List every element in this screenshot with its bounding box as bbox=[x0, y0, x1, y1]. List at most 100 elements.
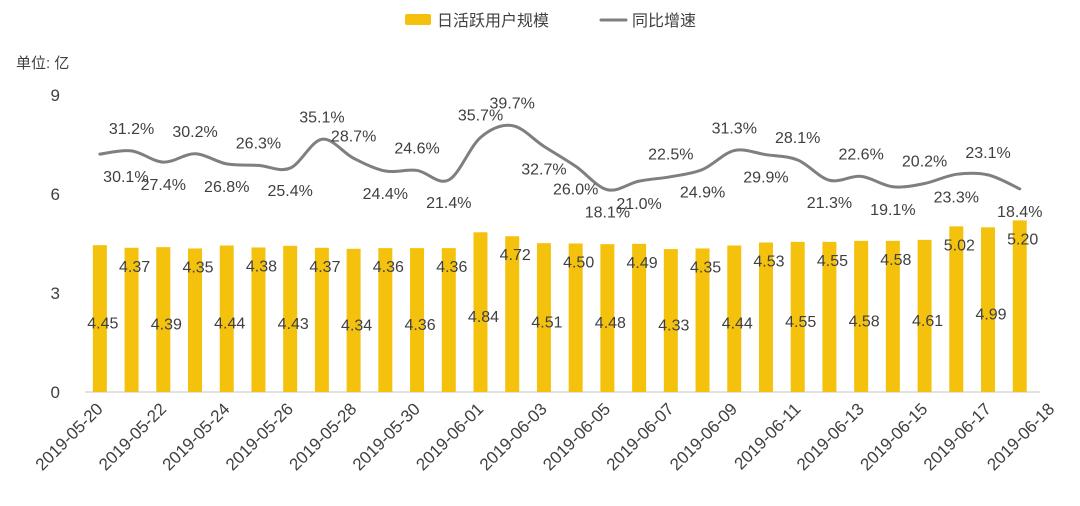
dau-bar bbox=[92, 245, 107, 392]
x-tick-label: 2019-06-07 bbox=[603, 399, 678, 474]
dau-bar bbox=[441, 248, 456, 392]
yoy-value-label: 29.9% bbox=[743, 170, 788, 187]
dau-bar bbox=[632, 243, 647, 392]
dau-bar bbox=[758, 242, 773, 392]
yoy-value-label: 30.1% bbox=[103, 169, 148, 186]
yoy-value-label: 26.3% bbox=[236, 135, 281, 152]
dau-value-label: 4.35 bbox=[182, 259, 213, 276]
x-tick-label: 2019-06-15 bbox=[856, 399, 931, 474]
y-tick-label: 3 bbox=[51, 284, 60, 303]
dau-value-label: 4.38 bbox=[246, 258, 277, 275]
x-tick-label: 2019-05-26 bbox=[222, 399, 297, 474]
dau-value-label: 4.51 bbox=[531, 315, 562, 332]
dau-value-label: 4.37 bbox=[119, 259, 150, 276]
yoy-value-label: 24.6% bbox=[394, 140, 439, 157]
dau-value-label: 4.33 bbox=[658, 318, 689, 335]
dau-value-label: 4.45 bbox=[87, 316, 118, 333]
yoy-value-label: 23.1% bbox=[965, 145, 1010, 162]
dau-bar bbox=[822, 241, 837, 392]
dau-bar bbox=[505, 236, 520, 392]
yoy-value-label: 18.1% bbox=[585, 205, 630, 222]
dau-value-label: 4.34 bbox=[341, 317, 372, 334]
dau-value-labels: 4.45 4.37 4.39 4.35 4.44 4.38 4.43 4.37 4.34 4.36… bbox=[87, 231, 1038, 334]
dau-bar bbox=[378, 248, 393, 392]
dau-value-label: 4.55 bbox=[817, 253, 848, 270]
yoy-value-label: 25.4% bbox=[267, 183, 312, 200]
dau-bar bbox=[251, 247, 266, 392]
dau-bar bbox=[949, 226, 964, 392]
dau-value-label: 4.58 bbox=[880, 252, 911, 269]
dau-value-label: 4.72 bbox=[500, 247, 531, 264]
dau-value-label: 4.37 bbox=[309, 259, 340, 276]
legend-item-dau: 日活跃用户规模 bbox=[405, 12, 549, 30]
x-tick-label: 2019-06-13 bbox=[793, 399, 868, 474]
dau-value-label: 4.43 bbox=[278, 316, 309, 333]
dau-bar bbox=[917, 239, 932, 392]
dau-value-label: 4.44 bbox=[722, 316, 753, 333]
dau-value-label: 5.20 bbox=[1007, 231, 1038, 248]
dau-bar bbox=[568, 243, 583, 392]
dau-bar bbox=[473, 232, 488, 392]
yoy-value-label: 20.2% bbox=[902, 154, 947, 171]
yoy-value-label: 22.6% bbox=[838, 146, 883, 163]
yoy-value-labels: 30.1% 31.2% 27.4% 30.2% 26.8% 26.3% 25.4% 35.1%… bbox=[103, 96, 1042, 222]
yoy-value-label: 30.2% bbox=[172, 124, 217, 141]
y-tick-label: 9 bbox=[51, 86, 60, 105]
yoy-value-label: 21.0% bbox=[616, 196, 661, 213]
dau-bar bbox=[695, 248, 710, 392]
x-tick-label: 2019-06-09 bbox=[666, 399, 741, 474]
x-tick-label: 2019-05-30 bbox=[349, 399, 424, 474]
yoy-value-label: 21.4% bbox=[426, 195, 471, 212]
yoy-value-label: 28.7% bbox=[331, 128, 376, 145]
x-tick-label: 2019-06-17 bbox=[920, 399, 995, 474]
dau-bar bbox=[188, 248, 203, 392]
yoy-value-label: 39.7% bbox=[490, 96, 535, 113]
yoy-value-label: 22.5% bbox=[648, 147, 693, 164]
x-tick-label: 2019-06-01 bbox=[412, 399, 487, 474]
yoy-value-label: 24.4% bbox=[363, 186, 408, 203]
yoy-value-label: 35.1% bbox=[299, 109, 344, 126]
dau-value-label: 4.48 bbox=[595, 315, 626, 332]
dau-bar bbox=[124, 247, 139, 392]
yoy-growth-line bbox=[98, 123, 1022, 192]
dau-bar bbox=[790, 241, 805, 392]
dau-bar bbox=[283, 245, 298, 392]
dau-value-label: 5.02 bbox=[944, 237, 975, 254]
legend-label-dau: 日活跃用户规模 bbox=[437, 12, 549, 30]
legend: 日活跃用户规模 同比增速 bbox=[405, 12, 696, 30]
x-tick-label: 2019-06-18 bbox=[983, 399, 1058, 474]
yoy-value-label: 23.3% bbox=[934, 189, 979, 206]
dau-bar bbox=[314, 247, 329, 392]
dau-value-label: 4.61 bbox=[912, 313, 943, 330]
dau-value-label: 4.50 bbox=[563, 255, 594, 272]
dau-bar bbox=[600, 244, 615, 392]
y-tick-label: 6 bbox=[51, 185, 60, 204]
yoy-value-label: 28.1% bbox=[775, 130, 820, 147]
dau-bar-series bbox=[92, 220, 1027, 392]
yoy-value-label: 19.1% bbox=[870, 202, 915, 219]
yoy-value-label: 32.7% bbox=[521, 161, 566, 178]
dau-value-label: 4.44 bbox=[214, 316, 245, 333]
dau-bar bbox=[1012, 220, 1027, 392]
x-tick-label: 2019-05-20 bbox=[32, 399, 107, 474]
dau-bar bbox=[663, 249, 678, 392]
dau-bar bbox=[854, 240, 869, 392]
dau-bar bbox=[536, 243, 551, 392]
yoy-value-label: 27.4% bbox=[141, 177, 186, 194]
dau-bar bbox=[727, 245, 742, 392]
legend-swatch-bar bbox=[405, 14, 431, 25]
dau-value-label: 4.99 bbox=[975, 307, 1006, 324]
dau-value-label: 4.36 bbox=[373, 259, 404, 276]
y-axis-unit-label: 单位: 亿 bbox=[16, 55, 69, 72]
dau-value-label: 4.35 bbox=[690, 259, 721, 276]
x-tick-label: 2019-06-05 bbox=[539, 399, 614, 474]
dau-bar bbox=[346, 248, 361, 392]
y-axis-ticks: 0 3 6 9 bbox=[51, 86, 60, 402]
yoy-value-label: 31.3% bbox=[712, 121, 757, 138]
x-tick-label: 2019-06-03 bbox=[476, 399, 551, 474]
dau-value-label: 4.53 bbox=[753, 254, 784, 271]
dau-bar bbox=[981, 227, 996, 392]
legend-item-yoy: 同比增速 bbox=[599, 12, 696, 30]
yoy-value-label: 26.8% bbox=[204, 179, 249, 196]
dau-bar bbox=[156, 247, 171, 392]
